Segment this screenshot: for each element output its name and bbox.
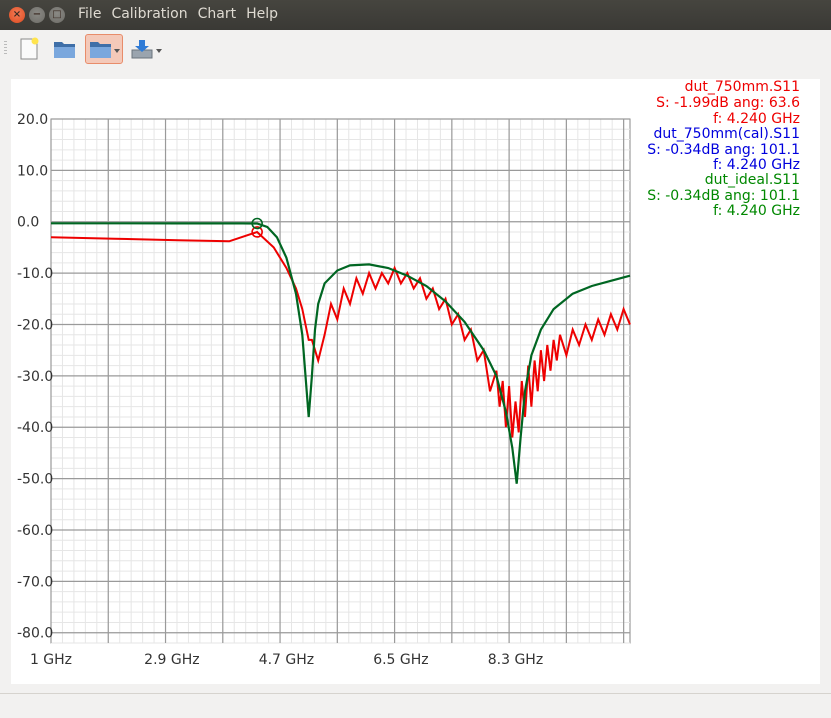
toolbar [0, 30, 831, 66]
series-line-dut-ideal [51, 222, 631, 484]
major-grid [50, 118, 630, 643]
legend-trace-name: dut_750mm(cal).S11 [654, 126, 801, 142]
export-dropdown-icon [131, 40, 162, 59]
s11-chart[interactable]: 20.0 10.0 0.0 -10.0 -20.0 -30.0 -40.0 -5… [11, 79, 820, 684]
open-folder-icon [54, 42, 75, 58]
close-icon: × [12, 9, 22, 20]
legend-trace-freq: f: 4.240 GHz [713, 111, 800, 127]
legend-trace-name: dut_750mm.S11 [685, 79, 800, 95]
close-window-button[interactable]: × [9, 7, 25, 23]
x-tick-label: 8.3 GHz [488, 652, 543, 668]
new-file-button[interactable] [16, 34, 42, 62]
title-bar: × − □ File Calibration Chart Help [0, 0, 831, 30]
open-folder-dropdown-icon [90, 42, 120, 58]
new-file-icon [20, 37, 39, 60]
open-recent-dropdown-button[interactable] [85, 34, 123, 64]
y-tick-label: -30.0 [17, 369, 53, 385]
maximize-icon: □ [52, 9, 62, 20]
menu-chart[interactable]: Chart [197, 6, 237, 22]
marker-dut-ideal[interactable] [251, 217, 263, 230]
y-tick-label: -70.0 [17, 574, 53, 590]
menu-file[interactable]: File [78, 6, 102, 22]
x-tick-label: 4.7 GHz [259, 652, 314, 668]
marker-legend: dut_750mm.S11 S: -1.99dB ang: 63.6 f: 4.… [647, 79, 800, 219]
x-axis-ticks: 1 GHz 2.9 GHz 4.7 GHz 6.5 GHz 8.3 GHz [30, 652, 543, 668]
y-tick-label: -20.0 [17, 317, 53, 333]
minor-grid [50, 119, 630, 644]
export-dropdown-button[interactable] [128, 34, 164, 62]
menu-help[interactable]: Help [246, 6, 279, 22]
y-tick-label: -10.0 [17, 266, 53, 282]
legend-trace-freq: f: 4.240 GHz [713, 203, 800, 219]
status-bar [0, 693, 831, 694]
y-tick-label: 20.0 [17, 112, 48, 128]
y-axis-ticks: 20.0 10.0 0.0 -10.0 -20.0 -30.0 -40.0 -5… [17, 112, 53, 642]
menu-calibration[interactable]: Calibration [111, 6, 188, 22]
legend-trace-name: dut_ideal.S11 [705, 172, 800, 188]
open-file-button[interactable] [50, 34, 80, 62]
y-tick-label: -40.0 [17, 420, 53, 436]
menu-bar: File Calibration Chart Help [78, 6, 278, 22]
y-tick-label: -60.0 [17, 523, 53, 539]
y-tick-label: 0.0 [17, 215, 39, 231]
legend-trace-freq: f: 4.240 GHz [713, 157, 800, 173]
x-tick-label: 6.5 GHz [373, 652, 428, 668]
maximize-window-button[interactable]: □ [49, 7, 65, 23]
x-tick-label: 2.9 GHz [144, 652, 199, 668]
minimize-window-button[interactable]: − [29, 7, 45, 23]
y-tick-label: -80.0 [17, 626, 53, 642]
y-tick-label: 10.0 [17, 163, 48, 179]
toolbar-grip[interactable] [4, 41, 7, 55]
x-tick-label: 1 GHz [30, 652, 72, 668]
legend-trace-readout: S: -0.34dB ang: 101.1 [647, 142, 800, 158]
legend-trace-readout: S: -1.99dB ang: 63.6 [656, 95, 800, 111]
chart-panel[interactable]: 20.0 10.0 0.0 -10.0 -20.0 -30.0 -40.0 -5… [11, 79, 820, 684]
minimize-icon: − [32, 9, 42, 20]
legend-trace-readout: S: -0.34dB ang: 101.1 [647, 188, 800, 204]
marker-dut-750mm[interactable] [251, 226, 263, 238]
y-tick-label: -50.0 [17, 472, 53, 488]
